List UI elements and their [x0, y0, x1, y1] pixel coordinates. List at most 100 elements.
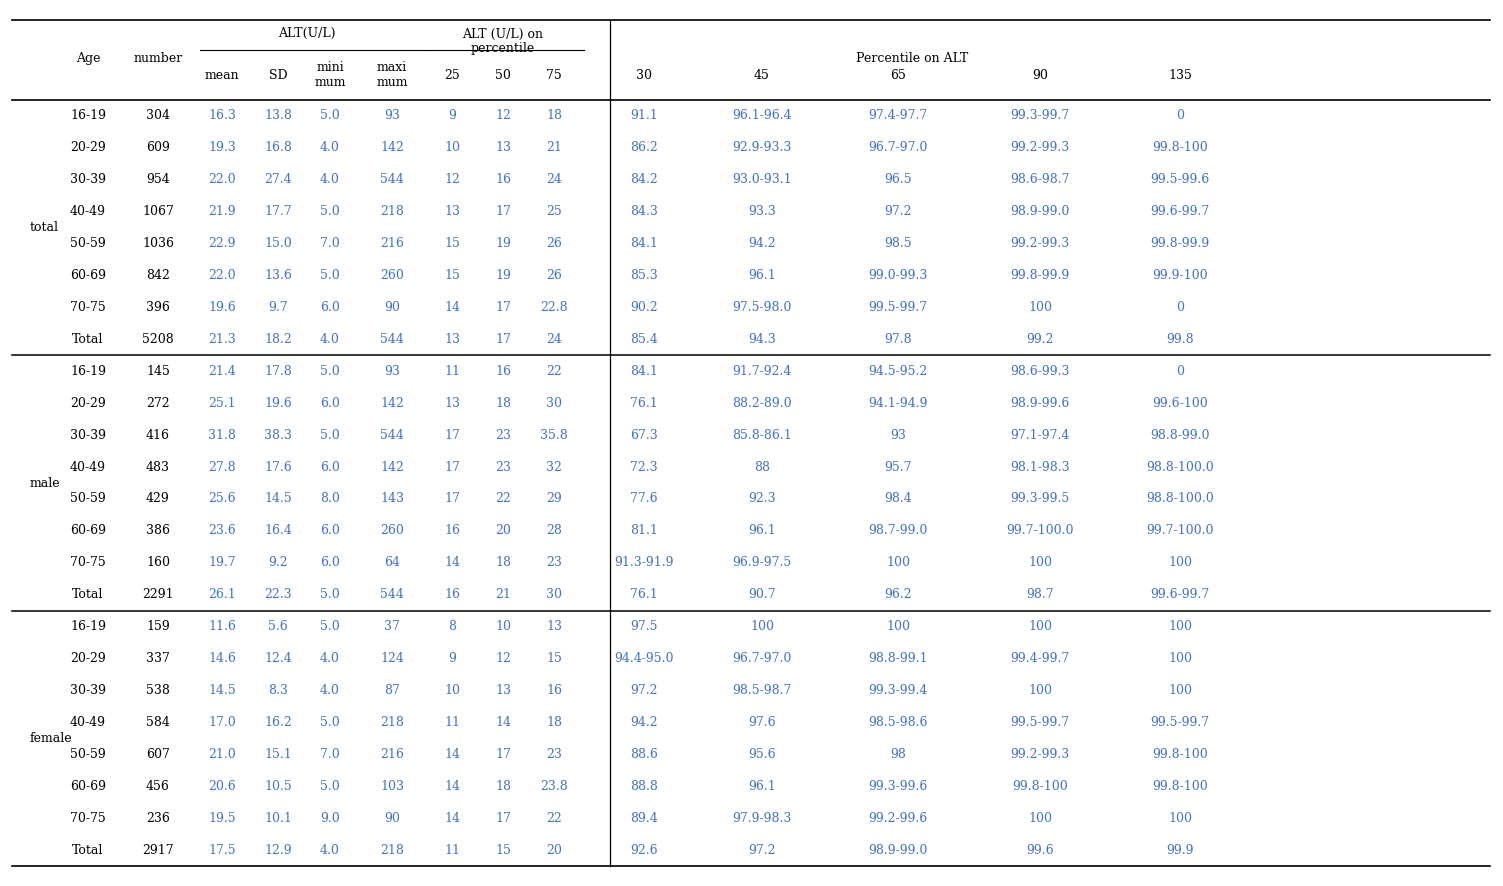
Text: 98.8-100.0: 98.8-100.0: [1147, 493, 1214, 505]
Text: 16: 16: [494, 365, 511, 377]
Text: 19.6: 19.6: [207, 301, 236, 314]
Text: 98.4: 98.4: [884, 493, 912, 505]
Text: 99.8-100: 99.8-100: [1153, 780, 1208, 793]
Text: 14.6: 14.6: [207, 652, 236, 665]
Text: 84.1: 84.1: [630, 237, 658, 250]
Text: 72.3: 72.3: [630, 461, 658, 473]
Text: 92.6: 92.6: [630, 843, 658, 857]
Text: 4.0: 4.0: [320, 333, 340, 346]
Text: 17: 17: [443, 493, 460, 505]
Text: 1067: 1067: [143, 206, 174, 218]
Text: 19: 19: [494, 237, 511, 250]
Text: 11: 11: [443, 716, 460, 729]
Text: 16.4: 16.4: [265, 525, 292, 538]
Text: 17: 17: [494, 333, 511, 346]
Text: 99.4-99.7: 99.4-99.7: [1010, 652, 1070, 665]
Text: 16: 16: [546, 684, 562, 697]
Text: 75: 75: [546, 68, 562, 82]
Text: 100: 100: [1168, 812, 1192, 825]
Text: 17: 17: [494, 301, 511, 314]
Text: 159: 159: [146, 620, 170, 633]
Text: 10.5: 10.5: [265, 780, 292, 793]
Text: 85.3: 85.3: [630, 269, 658, 282]
Text: 160: 160: [146, 556, 170, 570]
Text: maxi
mum: maxi mum: [376, 61, 407, 89]
Text: 99.6-99.7: 99.6-99.7: [1150, 588, 1210, 602]
Text: 99.3-99.4: 99.3-99.4: [869, 684, 927, 697]
Text: SD: SD: [269, 68, 287, 82]
Text: 103: 103: [380, 780, 404, 793]
Text: 96.1: 96.1: [748, 525, 776, 538]
Text: 98.8-99.1: 98.8-99.1: [869, 652, 927, 665]
Text: 100: 100: [1168, 620, 1192, 633]
Text: 76.1: 76.1: [630, 588, 658, 602]
Text: 4.0: 4.0: [320, 843, 340, 857]
Text: 16-19: 16-19: [71, 110, 107, 122]
Text: 88.2-89.0: 88.2-89.0: [732, 397, 792, 409]
Text: 45: 45: [755, 68, 770, 82]
Text: 18: 18: [494, 556, 511, 570]
Text: 4.0: 4.0: [320, 652, 340, 665]
Text: 13: 13: [443, 206, 460, 218]
Text: 12: 12: [443, 174, 460, 186]
Text: 100: 100: [1028, 556, 1052, 570]
Text: 4.0: 4.0: [320, 684, 340, 697]
Text: 99.7-100.0: 99.7-100.0: [1006, 525, 1073, 538]
Text: 17: 17: [494, 812, 511, 825]
Text: 100: 100: [1028, 301, 1052, 314]
Text: 22.8: 22.8: [540, 301, 568, 314]
Text: 99.3-99.7: 99.3-99.7: [1010, 110, 1070, 122]
Text: 27.8: 27.8: [209, 461, 236, 473]
Text: 20.6: 20.6: [207, 780, 236, 793]
Text: 16.3: 16.3: [207, 110, 236, 122]
Text: 13: 13: [494, 142, 511, 154]
Text: 98.5: 98.5: [884, 237, 912, 250]
Text: 88.6: 88.6: [630, 748, 658, 761]
Text: 5.6: 5.6: [268, 620, 289, 633]
Text: 60-69: 60-69: [71, 269, 107, 282]
Text: 93: 93: [385, 365, 400, 377]
Text: 86.2: 86.2: [630, 142, 658, 154]
Text: 20: 20: [546, 843, 562, 857]
Text: 37: 37: [385, 620, 400, 633]
Text: 9: 9: [448, 652, 455, 665]
Text: male: male: [30, 477, 60, 489]
Text: 100: 100: [885, 556, 909, 570]
Text: 30: 30: [546, 588, 562, 602]
Text: 15: 15: [443, 237, 460, 250]
Text: 90: 90: [385, 812, 400, 825]
Text: 18: 18: [546, 110, 562, 122]
Text: 10: 10: [443, 684, 460, 697]
Text: 99.5-99.7: 99.5-99.7: [1150, 716, 1210, 729]
Text: 5.0: 5.0: [320, 110, 340, 122]
Text: 50: 50: [494, 68, 511, 82]
Text: 96.1: 96.1: [748, 780, 776, 793]
Text: 97.1-97.4: 97.1-97.4: [1010, 429, 1070, 441]
Text: 12.4: 12.4: [265, 652, 292, 665]
Text: 13: 13: [443, 397, 460, 409]
Text: 91.1: 91.1: [630, 110, 658, 122]
Text: 7.0: 7.0: [320, 237, 340, 250]
Text: 99.3-99.5: 99.3-99.5: [1010, 493, 1070, 505]
Text: 90.2: 90.2: [630, 301, 658, 314]
Text: 99.8-99.9: 99.8-99.9: [1150, 237, 1210, 250]
Text: 23: 23: [546, 556, 562, 570]
Text: 96.1-96.4: 96.1-96.4: [732, 110, 792, 122]
Text: 16-19: 16-19: [71, 365, 107, 377]
Text: 30-39: 30-39: [71, 684, 107, 697]
Text: 8: 8: [448, 620, 455, 633]
Text: 25.6: 25.6: [209, 493, 236, 505]
Text: 30-39: 30-39: [71, 174, 107, 186]
Text: 99.6: 99.6: [1027, 843, 1054, 857]
Text: 12: 12: [494, 652, 511, 665]
Text: 91.3-91.9: 91.3-91.9: [615, 556, 673, 570]
Text: 96.7-97.0: 96.7-97.0: [869, 142, 927, 154]
Text: 218: 218: [380, 206, 404, 218]
Text: 9.0: 9.0: [320, 812, 340, 825]
Text: 21.3: 21.3: [207, 333, 236, 346]
Text: 97.8: 97.8: [884, 333, 912, 346]
Text: 99.8: 99.8: [1166, 333, 1193, 346]
Text: 96.7-97.0: 96.7-97.0: [732, 652, 792, 665]
Text: 21.9: 21.9: [209, 206, 236, 218]
Text: 99.9: 99.9: [1166, 843, 1193, 857]
